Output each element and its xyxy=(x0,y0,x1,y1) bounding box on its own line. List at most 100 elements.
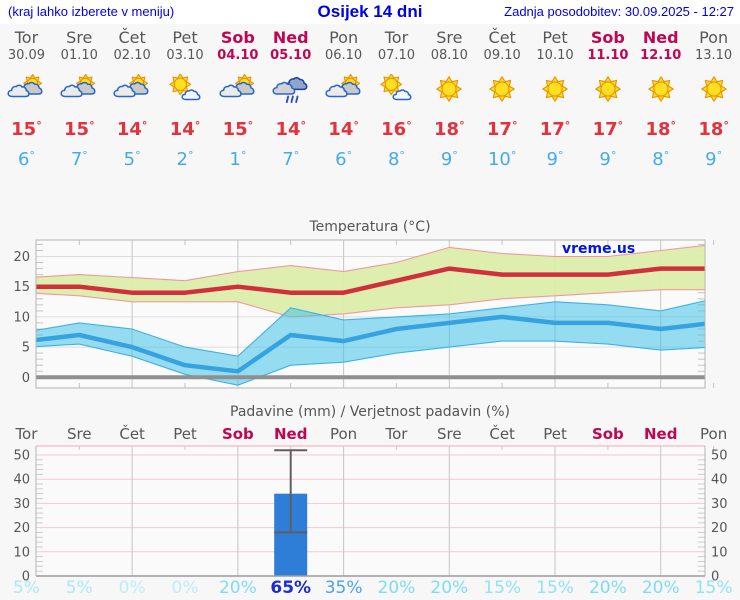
day-name: Pet xyxy=(172,28,198,47)
precip-axis-label-left: 40 xyxy=(13,473,30,488)
temp-low: 9° xyxy=(546,149,564,170)
precip-axis-label-right: 50 xyxy=(711,449,728,464)
day-column: Tor 07.10 16° 8° xyxy=(370,28,423,171)
precip-probability: 5% xyxy=(65,578,93,598)
temp-high: 17° xyxy=(592,119,624,140)
temp-low: 6° xyxy=(335,149,353,170)
day-column: Pon 13.10 18° 9° xyxy=(687,28,740,171)
day-date: 12.10 xyxy=(640,48,682,63)
day-column: Sre 08.10 18° 9° xyxy=(423,28,476,171)
day-column: Pet 03.10 14° 2° xyxy=(159,28,212,171)
temp-high: 14° xyxy=(328,119,359,140)
precip-axis-label-left: 10 xyxy=(13,545,30,560)
day-date: 09.10 xyxy=(483,48,521,63)
temp-axis-label: 15 xyxy=(13,280,30,295)
vreme-us-watermark-link[interactable]: vreme.us xyxy=(562,241,635,257)
temp-high: 15° xyxy=(222,119,254,140)
temp-axis-label: 0 xyxy=(22,371,30,386)
day-date: 05.10 xyxy=(270,48,312,63)
day-date: 11.10 xyxy=(587,48,629,63)
day-column: Sob 11.10 17° 9° xyxy=(581,28,634,171)
day-name: Sre xyxy=(436,28,463,47)
precip-axis-label-left: 0 xyxy=(22,570,30,585)
precip-day-label: Pet xyxy=(173,425,197,443)
day-column: Tor 30.09 15° 6° xyxy=(0,28,53,171)
day-date: 02.10 xyxy=(113,48,151,63)
precip-probability: 35% xyxy=(324,578,363,598)
day-column: Sob 04.10 15° 1° xyxy=(211,28,264,171)
partly-cloudy-icon xyxy=(106,73,159,106)
precip-probability: 20% xyxy=(641,578,680,598)
mostly-sunny-icon xyxy=(159,73,212,106)
precipitation-chart-title: Padavine (mm) / Verjetnost padavin (%) xyxy=(230,404,510,420)
precip-axis-label-right: 40 xyxy=(711,473,728,488)
day-column: Pet 10.10 17° 9° xyxy=(529,28,582,171)
day-name: Pon xyxy=(699,28,729,47)
day-name: Sre xyxy=(66,28,93,47)
precipitation-probability-row: 5% 5% 0% 0% 20% 65% 35% 20% 20% 15% 15% 20% 20% 15% xyxy=(0,578,740,599)
temp-low: 2° xyxy=(176,149,194,170)
precip-axis-label-left: 30 xyxy=(13,497,30,512)
day-name: Ned xyxy=(642,28,679,47)
day-name: Čet xyxy=(488,28,516,47)
sunny-icon xyxy=(687,74,740,106)
precip-day-label: Sre xyxy=(66,425,92,443)
sunny-icon xyxy=(529,74,582,106)
day-name: Sob xyxy=(220,28,255,47)
day-name: Pon xyxy=(329,28,359,47)
precip-probability: 15% xyxy=(536,578,574,598)
precip-probability: 15% xyxy=(483,578,522,598)
temp-high: 14° xyxy=(116,119,148,140)
partly-cloudy-icon xyxy=(317,73,370,106)
precipitation-day-labels: Tor Sre Čet Pet Sob Ned Pon Tor Sre Čet Pet Sob Ned P… xyxy=(0,425,740,443)
precip-day-label: Sre xyxy=(437,425,462,443)
partly-cloudy-icon xyxy=(53,73,106,106)
day-date: 01.10 xyxy=(60,48,98,63)
sunny-icon xyxy=(581,74,634,106)
temp-high: 17° xyxy=(539,119,571,140)
day-date: 04.10 xyxy=(217,48,259,63)
precip-day-label: Pon xyxy=(700,425,728,443)
temp-low: 10° xyxy=(487,149,517,170)
temp-high: 18° xyxy=(698,119,729,140)
precip-day-label: Ned xyxy=(273,425,308,443)
day-date: 08.10 xyxy=(430,48,468,63)
temp-high: 15° xyxy=(11,119,42,140)
temp-low: 9° xyxy=(440,149,458,170)
sunny-icon xyxy=(423,74,476,106)
last-update-timestamp: Zadnja posodobitev: 30.09.2025 - 12:27 xyxy=(504,4,734,19)
precip-axis-label-left: 50 xyxy=(13,449,30,464)
precip-day-label: Čet xyxy=(489,425,515,443)
partly-cloudy-icon xyxy=(211,73,264,106)
temp-high: 15° xyxy=(64,119,95,140)
temperature-chart: 0 5 10 15 20 vreme.us xyxy=(13,239,715,389)
precip-day-label: Sob xyxy=(221,425,254,443)
precip-axis-label-right: 10 xyxy=(711,545,728,560)
temp-high: 17° xyxy=(486,119,518,140)
day-date: 03.10 xyxy=(166,48,204,63)
day-name: Tor xyxy=(14,28,39,47)
precip-probability: 0% xyxy=(171,578,199,598)
day-date: 06.10 xyxy=(324,48,363,63)
temp-axis-label: 5 xyxy=(22,341,30,356)
precip-day-label: Čet xyxy=(119,425,145,443)
precip-day-label: Tor xyxy=(385,425,408,443)
day-name: Tor xyxy=(384,28,409,47)
rain-icon xyxy=(264,74,317,106)
temp-low: 9° xyxy=(705,149,723,170)
sunny-icon xyxy=(634,74,687,106)
sunny-icon xyxy=(476,74,529,106)
temperature-chart-title: Temperatura (°C) xyxy=(309,219,431,235)
temp-high: 14° xyxy=(169,119,201,140)
page-title: Osijek 14 dni xyxy=(317,2,423,21)
precipitation-chart: 0 0 10 10 20 20 30 30 40 40 50 50 xyxy=(13,445,728,585)
temp-high: 16° xyxy=(381,119,412,140)
precip-probability: 20% xyxy=(218,578,257,598)
precip-day-label: Pon xyxy=(329,425,358,443)
temp-low: 8° xyxy=(387,149,405,170)
day-date: 10.10 xyxy=(536,48,574,63)
temp-high: 18° xyxy=(645,119,677,140)
temp-high: 18° xyxy=(434,119,465,140)
precip-day-label: Ned xyxy=(644,425,678,443)
temp-low: 8° xyxy=(652,149,670,170)
